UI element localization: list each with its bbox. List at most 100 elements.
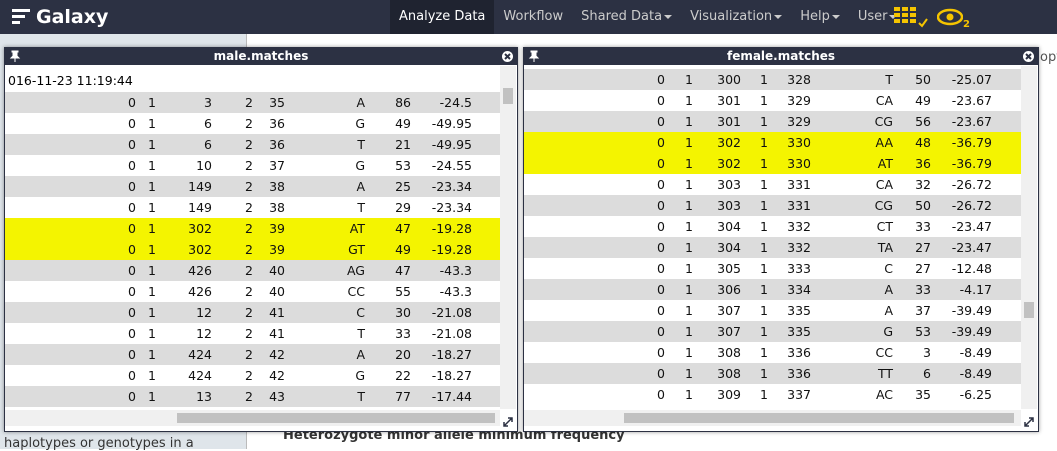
table-row: 0 1 302 1 330 AT 36 -36.79 (524, 153, 1021, 174)
table-cell: 1 (148, 95, 156, 110)
table-row: 0 1 426 2 40 AG 47 -43.3 (5, 260, 500, 281)
table-cell: 1 (685, 303, 693, 318)
table-row: 0 1 308 1 336 CC 3 -8.49 (524, 342, 1021, 363)
menu-item[interactable]: Workflow (494, 0, 572, 34)
table-cell: 47 (395, 263, 411, 278)
table-cell: 3 (923, 345, 931, 360)
table-cell: 0 (128, 326, 136, 341)
table-cell: 336 (787, 345, 811, 360)
table-cell: -19.28 (431, 221, 472, 236)
table-cell: 305 (717, 261, 741, 276)
close-icon[interactable] (502, 51, 513, 62)
table-cell: T (357, 137, 365, 152)
table-cell: 50 (915, 72, 931, 87)
table-cell: 1 (148, 116, 156, 131)
table-cell: 328 (787, 72, 811, 87)
table-cell: 1 (685, 366, 693, 381)
table-cell: 53 (915, 324, 931, 339)
scratchbook-icon[interactable] (894, 7, 930, 29)
table-cell: 0 (657, 282, 665, 297)
menu-label: Visualization (690, 9, 773, 24)
table-cell: T (357, 326, 365, 341)
table-cell: T (357, 200, 365, 215)
table-cell: 1 (148, 242, 156, 257)
table-cell: 1 (760, 261, 768, 276)
table-cell: 1 (148, 158, 156, 173)
table-cell: -19.28 (431, 242, 472, 257)
window-title-bar: male.matches (5, 48, 517, 65)
pin-icon[interactable] (528, 50, 540, 62)
table-cell: 38 (269, 179, 285, 194)
window[interactable]: female.matches 0 1 300 1 328 T 50 -25.07 0 1 301 1 32… (523, 47, 1039, 432)
table-cell: 40 (269, 284, 285, 299)
table-cell: 0 (657, 135, 665, 150)
table-cell: 1 (685, 282, 693, 297)
table-row: 0 1 12 2 41 T 33 -21.08 (5, 323, 500, 344)
table-cell: -43.3 (439, 263, 472, 278)
menu-label: Workflow (503, 9, 564, 24)
table-cell: 333 (787, 261, 811, 276)
table-cell: 20 (395, 347, 411, 362)
menu-item[interactable]: Visualization (681, 0, 791, 34)
brand[interactable]: Galaxy (36, 6, 109, 28)
table-cell: 2 (245, 305, 253, 320)
table-cell: 1 (685, 198, 693, 213)
table-cell: A (356, 95, 365, 110)
table-row: 0 1 149 2 38 T 29 -23.34 (5, 197, 500, 218)
table-cell: 302 (717, 156, 741, 171)
table-cell: 0 (128, 200, 136, 215)
table-cell: 303 (717, 177, 741, 192)
menu-item[interactable]: Shared Data (572, 0, 681, 34)
table-cell: 1 (148, 326, 156, 341)
table-cell: 0 (657, 177, 665, 192)
logo-icon (12, 9, 30, 24)
menu-item[interactable]: Help (791, 0, 849, 34)
table-cell: 43 (269, 389, 285, 404)
table-cell: 6 (923, 366, 931, 381)
table-cell: 12 (196, 305, 212, 320)
table-cell: 2 (245, 326, 253, 341)
table-cell: 307 (717, 324, 741, 339)
table-cell: A (884, 303, 893, 318)
table-cell: 0 (657, 324, 665, 339)
table-cell: 41 (269, 326, 285, 341)
resize-icon[interactable] (501, 415, 515, 429)
table-cell: 2 (245, 263, 253, 278)
close-icon[interactable] (1023, 51, 1034, 62)
table-cell: 1 (148, 263, 156, 278)
table-cell: 36 (269, 116, 285, 131)
table-row: 0 1 302 2 39 GT 49 -19.28 (5, 239, 500, 260)
table-cell: 1 (685, 324, 693, 339)
table-cell: -17.44 (431, 389, 472, 404)
table-cell: 1 (148, 284, 156, 299)
pin-icon[interactable] (9, 50, 21, 62)
table-cell: 0 (128, 179, 136, 194)
table-cell: 331 (787, 177, 811, 192)
menu-item[interactable]: Analyze Data (390, 0, 495, 34)
table-cell: 0 (128, 368, 136, 383)
table-cell: 0 (657, 345, 665, 360)
table-cell: 329 (787, 114, 811, 129)
table-cell: 48 (915, 135, 931, 150)
table-cell: 0 (657, 387, 665, 402)
table-cell: -23.67 (951, 114, 992, 129)
table-cell: AT (877, 156, 893, 171)
menu-item[interactable]: User (849, 0, 907, 34)
table-cell: 39 (269, 221, 285, 236)
table-cell: G (883, 324, 893, 339)
table-cell: -49.95 (431, 116, 472, 131)
eye-icon[interactable] (937, 8, 963, 26)
table-cell: 2 (245, 347, 253, 362)
table-cell: 332 (787, 219, 811, 234)
window[interactable]: male.matches 016-11-23 11:19:44 0 1 3 2 35 A 86-… (4, 47, 518, 432)
table-cell: 30 (395, 305, 411, 320)
table-row: 0 1 6 2 36 G 49 -49.95 (5, 113, 500, 134)
resize-icon[interactable] (1022, 415, 1036, 429)
table-cell: 1 (148, 137, 156, 152)
table-cell: 149 (188, 179, 212, 194)
table-cell: 334 (787, 282, 811, 297)
table-cell: 0 (128, 284, 136, 299)
navbar: Galaxy Analyze Data Workflow Shared Data Vi… (0, 0, 1057, 34)
table-row: 0 1 13 2 43 T 77 -17.44 (5, 386, 500, 407)
text-fragment: optio (1040, 50, 1057, 65)
